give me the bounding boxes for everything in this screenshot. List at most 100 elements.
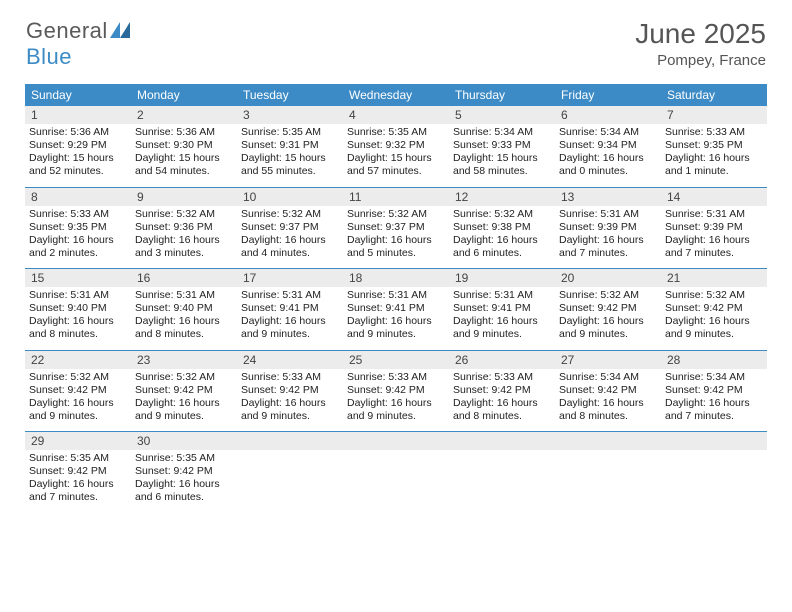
daylight-text: Daylight: 16 hours and 1 minute. [665,152,763,178]
sunset-text: Sunset: 9:32 PM [347,139,445,152]
daylight-text: Daylight: 16 hours and 5 minutes. [347,234,445,260]
daylight-text: Daylight: 16 hours and 8 minutes. [29,315,127,341]
calendar: SundayMondayTuesdayWednesdayThursdayFrid… [25,84,767,513]
calendar-day [661,432,767,513]
sunrise-text: Sunrise: 5:35 AM [135,452,233,465]
sunset-text: Sunset: 9:30 PM [135,139,233,152]
daylight-text: Daylight: 16 hours and 9 minutes. [559,315,657,341]
calendar-day: 16Sunrise: 5:31 AMSunset: 9:40 PMDayligh… [131,269,237,350]
day-number: 22 [25,351,131,369]
calendar-day: 6Sunrise: 5:34 AMSunset: 9:34 PMDaylight… [555,106,661,187]
sunset-text: Sunset: 9:41 PM [453,302,551,315]
calendar-day: 22Sunrise: 5:32 AMSunset: 9:42 PMDayligh… [25,351,131,432]
sunrise-text: Sunrise: 5:31 AM [241,289,339,302]
day-number: 17 [237,269,343,287]
calendar-week: 22Sunrise: 5:32 AMSunset: 9:42 PMDayligh… [25,351,767,433]
sunset-text: Sunset: 9:42 PM [665,384,763,397]
sunset-text: Sunset: 9:42 PM [665,302,763,315]
day-number: 29 [25,432,131,450]
sunset-text: Sunset: 9:33 PM [453,139,551,152]
sunrise-text: Sunrise: 5:34 AM [559,126,657,139]
sunset-text: Sunset: 9:39 PM [559,221,657,234]
day-number: 28 [661,351,767,369]
logo: GeneralBlue [26,18,130,70]
title-block: June 2025 Pompey, France [635,18,766,69]
daylight-text: Daylight: 15 hours and 58 minutes. [453,152,551,178]
day-number: 21 [661,269,767,287]
day-number: 5 [449,106,555,124]
sunset-text: Sunset: 9:42 PM [241,384,339,397]
day-number: 8 [25,188,131,206]
calendar-day: 13Sunrise: 5:31 AMSunset: 9:39 PMDayligh… [555,188,661,269]
sunrise-text: Sunrise: 5:36 AM [29,126,127,139]
calendar-day: 20Sunrise: 5:32 AMSunset: 9:42 PMDayligh… [555,269,661,350]
day-number: 12 [449,188,555,206]
sunrise-text: Sunrise: 5:32 AM [241,208,339,221]
logo-text-b: Blue [26,44,72,69]
day-number [343,432,449,450]
sunset-text: Sunset: 9:36 PM [135,221,233,234]
sunset-text: Sunset: 9:31 PM [241,139,339,152]
sunrise-text: Sunrise: 5:33 AM [241,371,339,384]
day-number [449,432,555,450]
weekday-header-row: SundayMondayTuesdayWednesdayThursdayFrid… [25,84,767,106]
location-subtitle: Pompey, France [635,52,766,69]
daylight-text: Daylight: 16 hours and 9 minutes. [347,315,445,341]
calendar-day: 2Sunrise: 5:36 AMSunset: 9:30 PMDaylight… [131,106,237,187]
day-number: 13 [555,188,661,206]
day-number: 18 [343,269,449,287]
daylight-text: Daylight: 16 hours and 9 minutes. [135,397,233,423]
calendar-week: 29 Sunrise: 5:35 AM Sunset: 9:42 PM Dayligh… [25,432,767,513]
sunset-text: Sunset: 9:38 PM [453,221,551,234]
calendar-day: 11Sunrise: 5:32 AMSunset: 9:37 PMDayligh… [343,188,449,269]
day-number: 2 [131,106,237,124]
day-number: 27 [555,351,661,369]
weekday-header: Monday [131,84,237,106]
daylight-text: Daylight: 16 hours and 6 minutes. [135,478,233,504]
day-number: 16 [131,269,237,287]
daylight-text: Daylight: 16 hours and 9 minutes. [241,315,339,341]
calendar-day: 12Sunrise: 5:32 AMSunset: 9:38 PMDayligh… [449,188,555,269]
logo-mark-icon [110,22,130,38]
sunrise-text: Sunrise: 5:36 AM [135,126,233,139]
daylight-text: Daylight: 16 hours and 7 minutes. [665,234,763,260]
header: GeneralBlue June 2025 Pompey, France [0,0,792,78]
sunrise-text: Sunrise: 5:33 AM [665,126,763,139]
calendar-day: 1Sunrise: 5:36 AMSunset: 9:29 PMDaylight… [25,106,131,187]
logo-text-a: General [26,18,108,43]
daylight-text: Daylight: 15 hours and 57 minutes. [347,152,445,178]
calendar-day: 15Sunrise: 5:31 AMSunset: 9:40 PMDayligh… [25,269,131,350]
daylight-text: Daylight: 16 hours and 9 minutes. [347,397,445,423]
daylight-text: Daylight: 16 hours and 8 minutes. [453,397,551,423]
day-number: 4 [343,106,449,124]
sunrise-text: Sunrise: 5:34 AM [453,126,551,139]
daylight-text: Daylight: 16 hours and 7 minutes. [559,234,657,260]
sunrise-text: Sunrise: 5:35 AM [347,126,445,139]
day-number: 15 [25,269,131,287]
calendar-day: 10Sunrise: 5:32 AMSunset: 9:37 PMDayligh… [237,188,343,269]
sunset-text: Sunset: 9:35 PM [665,139,763,152]
calendar-day: 8Sunrise: 5:33 AMSunset: 9:35 PMDaylight… [25,188,131,269]
sunrise-text: Sunrise: 5:32 AM [559,289,657,302]
sunset-text: Sunset: 9:42 PM [135,384,233,397]
calendar-day: 29Sunrise: 5:35 AMSunset: 9:42 PMDayligh… [25,432,131,513]
calendar-day: 9Sunrise: 5:32 AMSunset: 9:36 PMDaylight… [131,188,237,269]
sunset-text: Sunset: 9:42 PM [559,384,657,397]
sunrise-text: Sunrise: 5:34 AM [665,371,763,384]
sunrise-text: Sunrise: 5:31 AM [135,289,233,302]
calendar-day: 18Sunrise: 5:31 AMSunset: 9:41 PMDayligh… [343,269,449,350]
daylight-text: Daylight: 16 hours and 2 minutes. [29,234,127,260]
calendar-day: 3Sunrise: 5:35 AMSunset: 9:31 PMDaylight… [237,106,343,187]
calendar-day: 7Sunrise: 5:33 AMSunset: 9:35 PMDaylight… [661,106,767,187]
sunset-text: Sunset: 9:42 PM [29,465,127,478]
day-number [237,432,343,450]
weekday-header: Wednesday [343,84,449,106]
weekday-header: Saturday [661,84,767,106]
daylight-text: Daylight: 16 hours and 8 minutes. [135,315,233,341]
day-number: 25 [343,351,449,369]
daylight-text: Daylight: 16 hours and 7 minutes. [665,397,763,423]
day-number [661,432,767,450]
sunrise-text: Sunrise: 5:34 AM [559,371,657,384]
day-number: 14 [661,188,767,206]
calendar-day: 4 Sunrise: 5:35 AMSunset: 9:32 PMDaylight… [343,106,449,187]
